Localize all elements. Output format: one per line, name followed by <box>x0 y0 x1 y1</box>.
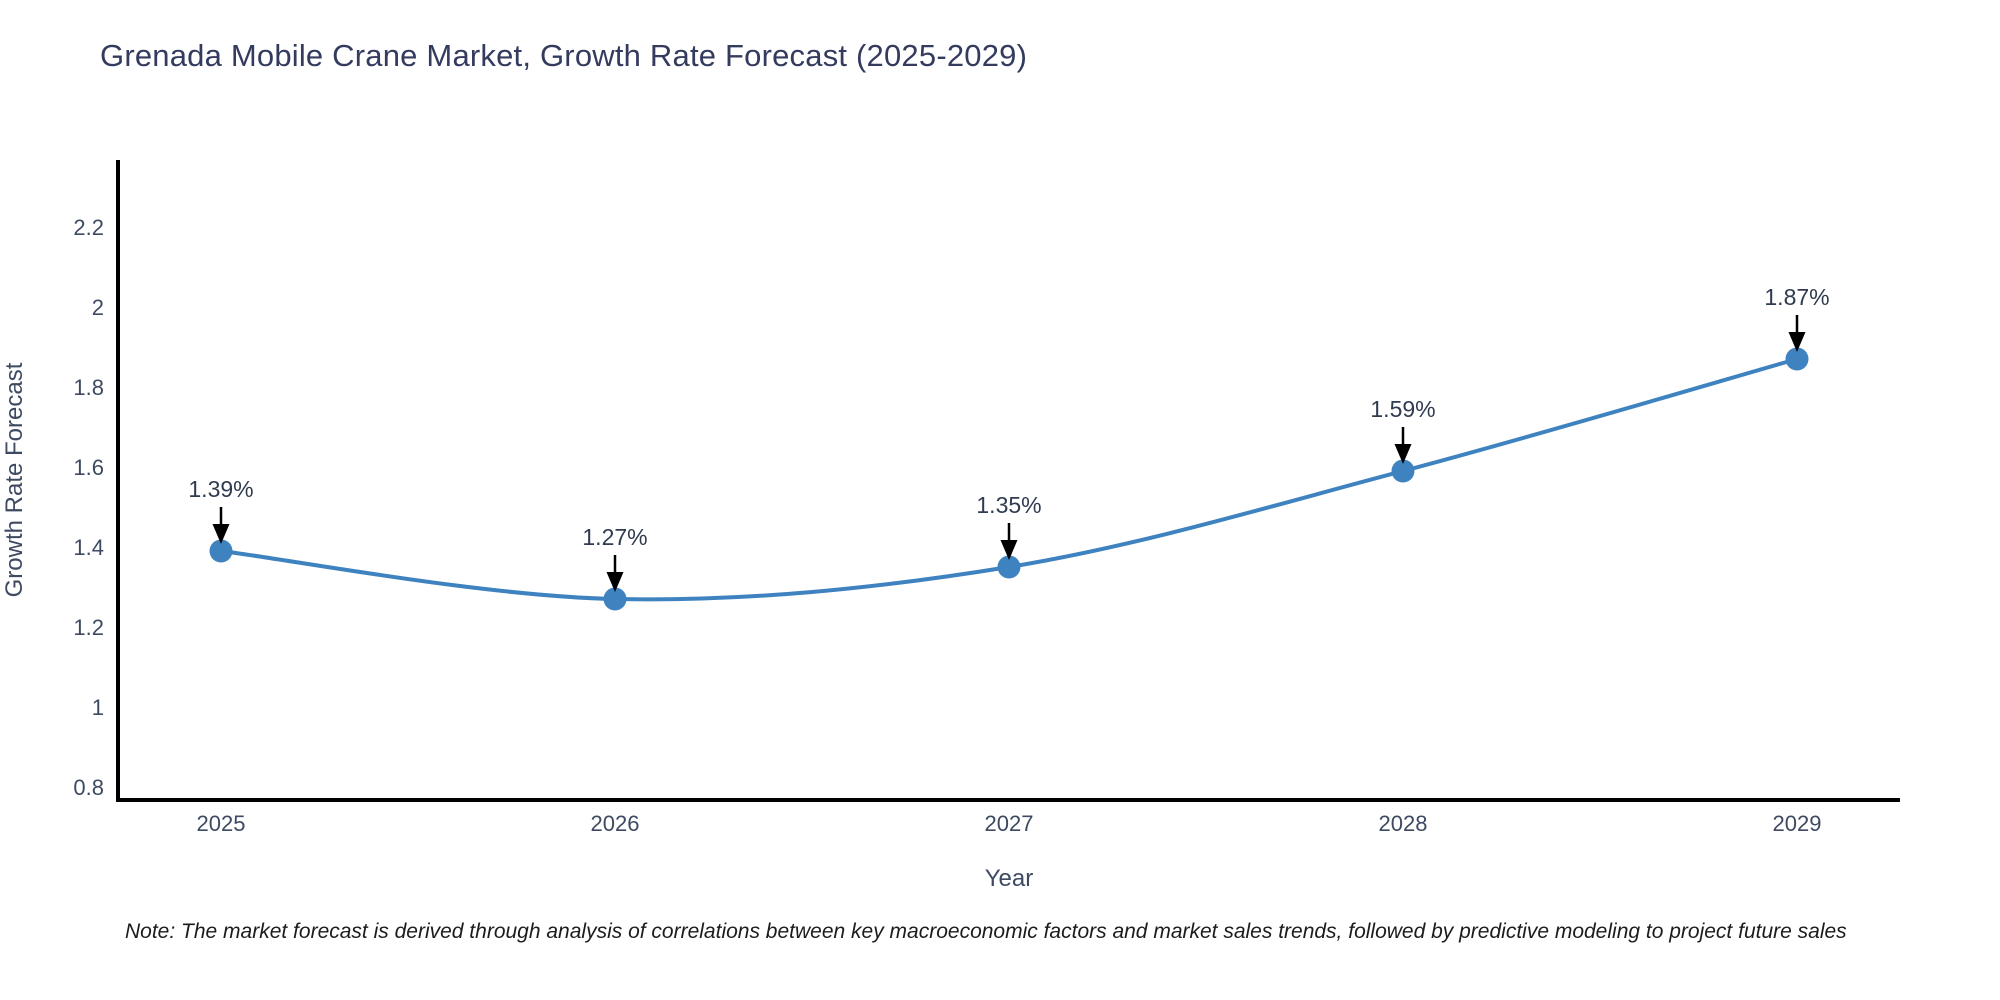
annotation-label-3: 1.59% <box>1370 396 1435 422</box>
annotation-arrow-head-2 <box>1000 540 1018 560</box>
data-point-marker-0 <box>209 539 233 563</box>
y-tick-label-7: 2.2 <box>73 215 104 240</box>
annotation-label-2: 1.35% <box>976 492 1041 518</box>
annotation-label-0: 1.39% <box>188 476 253 502</box>
y-tick-label-1: 1 <box>92 695 104 720</box>
data-point-marker-1 <box>603 587 627 611</box>
annotation-label-1: 1.27% <box>582 524 647 550</box>
annotation-label-4: 1.87% <box>1764 284 1829 310</box>
y-tick-label-4: 1.6 <box>73 455 104 480</box>
chart-title: Grenada Mobile Crane Market, Growth Rate… <box>100 38 1028 73</box>
x-axis-title: Year <box>985 865 1034 892</box>
annotation-arrow-head-3 <box>1394 444 1412 464</box>
data-point-marker-2 <box>997 555 1021 579</box>
x-tick-label-0: 2025 <box>197 811 246 836</box>
annotation-arrow-head-4 <box>1788 332 1806 352</box>
annotation-arrow-head-0 <box>212 524 230 544</box>
x-tick-label-4: 2029 <box>1773 811 1822 836</box>
footnote: Note: The market forecast is derived thr… <box>125 920 1847 943</box>
annotation-arrow-head-1 <box>606 572 624 592</box>
data-point-marker-3 <box>1391 459 1415 483</box>
x-tick-label-2: 2027 <box>985 811 1034 836</box>
y-tick-label-3: 1.4 <box>73 535 104 560</box>
y-tick-label-6: 2 <box>92 295 104 320</box>
y-tick-label-5: 1.8 <box>73 375 104 400</box>
axis-spines <box>116 160 1900 802</box>
x-tick-label-3: 2028 <box>1379 811 1428 836</box>
y-axis-title: Growth Rate Forecast <box>1 362 28 597</box>
y-tick-label-2: 1.2 <box>73 615 104 640</box>
y-tick-label-0: 0.8 <box>73 775 104 800</box>
x-tick-label-1: 2026 <box>591 811 640 836</box>
data-point-marker-4 <box>1785 347 1809 371</box>
